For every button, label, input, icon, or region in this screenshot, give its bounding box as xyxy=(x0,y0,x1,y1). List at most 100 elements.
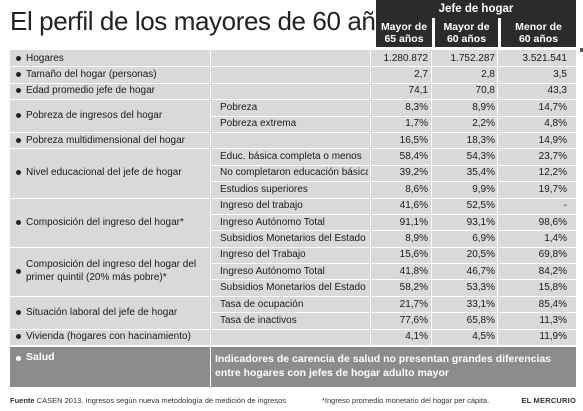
value-cell: 93,1% xyxy=(466,216,495,228)
subrow-divider xyxy=(210,279,576,281)
bullet-icon xyxy=(16,219,21,225)
subrow-label xyxy=(220,132,368,148)
value-cell: 21,7% xyxy=(399,298,428,310)
subrow-label xyxy=(220,66,368,82)
row-label: Pobreza de ingresos del hogar xyxy=(26,110,163,122)
value-cell: 3,5 xyxy=(553,69,567,81)
value-cell: 1.752.287 xyxy=(450,52,496,64)
footer: Fuente CASEN 2013. Ingresos según nueva … xyxy=(10,396,576,405)
column-header-mayor-60: Mayor de 60 años xyxy=(435,18,498,47)
subrow-divider xyxy=(210,213,576,215)
value-cell: 41,6% xyxy=(399,200,428,212)
value-cell: 8,9% xyxy=(472,101,495,113)
value-cell: 23,7% xyxy=(538,151,567,163)
value-cell: 8,9% xyxy=(405,232,428,244)
subrow-label: Educ. básica completa o menos xyxy=(220,151,362,163)
salud-text: Indicadores de carencia de salud no pres… xyxy=(215,353,552,379)
salud-row: Salud Indicadores de carencia de salud n… xyxy=(10,347,576,387)
row-divider xyxy=(10,131,576,133)
value-cell: 53,3% xyxy=(466,282,495,294)
value-cell: 70,8 xyxy=(475,85,495,97)
value-cell: 9,9% xyxy=(472,183,495,195)
row-label: Composición del ingreso del hogar* xyxy=(26,216,184,228)
value-cell: 11,9% xyxy=(539,331,567,343)
row-divider xyxy=(10,82,576,84)
value-cell: 20,5% xyxy=(466,249,495,261)
bullet-icon xyxy=(16,113,21,119)
row-divider xyxy=(10,66,576,68)
subrow-label: Pobreza xyxy=(220,101,258,113)
value-cell: 58,4% xyxy=(399,151,428,163)
subrow-divider xyxy=(210,115,576,117)
data-table: Hogares 1.280.872 1.752.287 3.521.541 Tamaño… xyxy=(10,50,576,345)
subrow-label xyxy=(220,329,368,345)
row-divider xyxy=(10,197,576,199)
bullet-icon xyxy=(16,309,21,315)
value-cell: 18,3% xyxy=(466,134,495,146)
value-cell: 15,8% xyxy=(538,282,567,294)
value-cell: 3.521.541 xyxy=(522,52,568,64)
value-cell: 15,6% xyxy=(399,249,428,261)
bullet-icon xyxy=(16,55,21,61)
value-cell: 6,9% xyxy=(472,232,495,244)
row-label: Pobreza multidimensional del hogar xyxy=(26,134,185,146)
value-cell: 1,4% xyxy=(544,232,567,244)
value-cell: 8,3% xyxy=(405,101,428,113)
value-cell: 19,7% xyxy=(538,183,567,195)
row-divider xyxy=(10,246,576,248)
subrow-label: Pobreza extrema xyxy=(220,118,297,130)
value-cell: 4,5% xyxy=(472,331,495,343)
value-cell: 14,9% xyxy=(538,134,567,146)
bullet-icon xyxy=(16,88,21,94)
footnote: *Ingreso promedio monetario del hogar pe… xyxy=(322,396,490,405)
value-cell: 11,3% xyxy=(539,314,567,326)
row-label: Composición del ingreso del hogar del pr… xyxy=(26,259,197,284)
value-cell: 43,3 xyxy=(547,85,567,97)
row-label: Situación laboral del jefe de hogar xyxy=(26,306,178,318)
subrow-label: Estudios superiores xyxy=(220,183,308,195)
subrow-label: Ingreso del trabajo xyxy=(220,200,303,212)
bullet-icon xyxy=(16,268,21,274)
value-cell: 2,7 xyxy=(414,69,428,81)
brand-logo-text: EL MERCURIO xyxy=(521,396,576,405)
subrow-divider xyxy=(210,312,576,314)
source-label: Fuente xyxy=(10,396,35,405)
value-cell: 84,2% xyxy=(538,265,567,277)
value-cell: 85,4% xyxy=(538,298,567,310)
bullet-icon xyxy=(16,72,21,78)
subrow-label: Ingreso Autónomo Total xyxy=(220,265,325,277)
value-cell: 58,2% xyxy=(399,282,428,294)
value-cell: 16,5% xyxy=(399,134,428,146)
value-cell: 4,8% xyxy=(544,118,567,130)
subrow-label: Subsidios Monetarios del Estado xyxy=(220,232,366,244)
value-cell: 98,6% xyxy=(538,216,567,228)
bullet-icon xyxy=(16,137,21,143)
subrow-divider xyxy=(210,230,576,232)
row-divider xyxy=(10,328,576,330)
row-divider xyxy=(10,148,576,150)
value-cell: 77,6% xyxy=(399,314,428,326)
value-cell: 74,1 xyxy=(408,85,428,97)
value-cell: 2,8 xyxy=(481,69,495,81)
subrow-label: Ingreso del Trabajo xyxy=(220,249,306,261)
subrow-label xyxy=(220,83,368,99)
page-title: El perfil de los mayores de 60 años xyxy=(10,6,403,36)
row-divider xyxy=(10,99,576,101)
column-header-mayor-65: Mayor de 65 años xyxy=(376,18,432,47)
subrow-label: Ingreso Autónomo Total xyxy=(220,216,325,228)
subrow-divider xyxy=(210,181,576,183)
value-cell: 52,5% xyxy=(466,200,495,212)
subrow-label: Tasa de inactivos xyxy=(220,314,297,326)
row-label: Edad promedio jefe de hogar xyxy=(26,85,155,97)
row-label: Nivel educacional del jefe de hogar xyxy=(26,167,182,179)
salud-label: Salud xyxy=(26,351,55,363)
column-header-menor-60: Menor de 60 años xyxy=(501,18,576,47)
value-cell: 41,8% xyxy=(399,265,428,277)
value-cell: 14,7% xyxy=(538,101,567,113)
subrow-divider xyxy=(210,263,576,265)
subrow-label xyxy=(220,50,368,66)
value-cell: 12,2% xyxy=(538,167,567,179)
value-cell: 91,1% xyxy=(399,216,428,228)
value-cell: 4,1% xyxy=(405,331,428,343)
value-cell: 65,8% xyxy=(466,314,495,326)
